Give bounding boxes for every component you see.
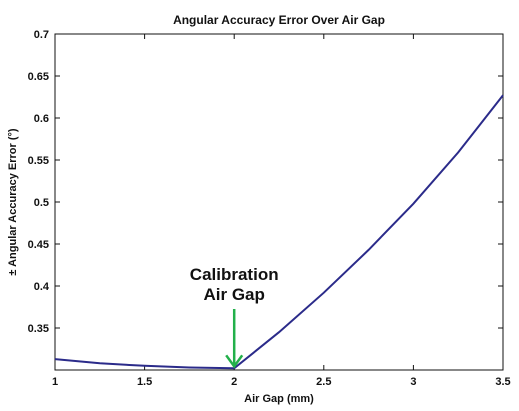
x-axis: 1 1.5 2 2.5 3 3.5 xyxy=(52,34,511,388)
y-tick-label: 0.65 xyxy=(28,71,49,83)
y-tick-label: 0.35 xyxy=(28,323,49,335)
y-axis-label: ± Angular Accuracy Error (°) xyxy=(7,128,19,275)
y-tick-label: 0.45 xyxy=(28,239,49,251)
x-tick-label: 2 xyxy=(231,376,237,388)
y-tick-label: 0.6 xyxy=(34,113,49,125)
arrow-head xyxy=(225,354,244,369)
y-axis: 0.35 0.4 0.45 0.5 0.55 0.6 0.65 0.7 xyxy=(28,29,503,335)
x-tick-label: 1 xyxy=(52,376,58,388)
x-tick-label: 2.5 xyxy=(316,376,331,388)
series-line xyxy=(54,94,504,370)
x-axis-label: Air Gap (mm) xyxy=(244,393,314,405)
annotation-text: Calibration xyxy=(190,265,279,284)
plot-frame xyxy=(54,33,504,371)
y-tick-label: 0.7 xyxy=(34,29,49,41)
chart-title: Angular Accuracy Error Over Air Gap xyxy=(173,13,385,27)
x-tick-label: 1.5 xyxy=(137,376,152,388)
x-tick-label: 3.5 xyxy=(495,376,510,388)
y-tick-label: 0.5 xyxy=(34,197,49,209)
y-tick-label: 0.55 xyxy=(28,155,49,167)
x-tick-label: 3 xyxy=(410,376,416,388)
annotation-text: Air Gap xyxy=(203,285,264,304)
y-tick-label: 0.4 xyxy=(34,281,50,293)
